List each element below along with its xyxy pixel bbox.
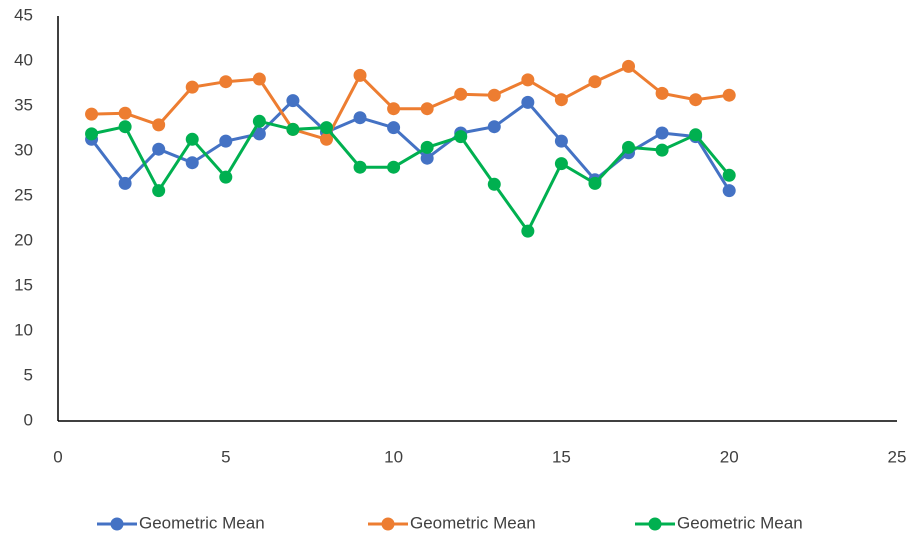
series-line (91, 64, 730, 142)
y-tick-label: 15 (14, 275, 33, 294)
x-tick-label: 10 (384, 447, 403, 466)
point (118, 120, 132, 134)
point (454, 130, 468, 144)
point (655, 143, 669, 157)
point (118, 106, 132, 120)
point (588, 75, 602, 89)
point (252, 72, 266, 86)
point (152, 184, 166, 198)
y-tick-label: 10 (14, 320, 33, 339)
legend-marker (381, 517, 395, 531)
point (689, 93, 703, 107)
point (85, 127, 99, 141)
point (722, 184, 736, 198)
point (286, 122, 300, 136)
point (185, 156, 199, 170)
point (588, 176, 602, 190)
point (319, 121, 333, 135)
y-tick-label: 0 (24, 410, 33, 429)
point (219, 134, 233, 148)
x-tick-label: 0 (53, 447, 62, 466)
point (252, 127, 266, 141)
point (219, 75, 233, 89)
series-line (90, 98, 731, 192)
point (252, 114, 266, 128)
point (554, 134, 568, 148)
point (487, 88, 501, 102)
point (185, 80, 199, 94)
point (387, 102, 401, 116)
y-tick-label: 45 (14, 5, 33, 24)
point (554, 157, 568, 171)
point (420, 151, 434, 165)
legend-marker (648, 517, 662, 531)
point (622, 140, 636, 154)
point (85, 107, 99, 121)
y-tick-label: 20 (14, 230, 33, 249)
point (219, 170, 233, 184)
x-tick-label: 20 (720, 447, 739, 466)
point (420, 102, 434, 116)
point (521, 95, 535, 109)
legend-label: Geometric Mean (410, 513, 536, 532)
point (689, 128, 703, 142)
point (152, 118, 166, 132)
point (387, 121, 401, 135)
point (286, 94, 300, 108)
point (420, 140, 434, 154)
point (353, 160, 367, 174)
point (118, 176, 132, 190)
series-line (91, 119, 731, 234)
point (387, 160, 401, 174)
x-tick-label: 5 (221, 447, 230, 466)
y-tick-label: 5 (24, 365, 33, 384)
point (655, 126, 669, 140)
point (353, 68, 367, 82)
point (622, 59, 636, 73)
y-tick-label: 40 (14, 50, 33, 69)
point (454, 87, 468, 101)
y-tick-label: 25 (14, 185, 33, 204)
point (554, 93, 568, 107)
point (521, 73, 535, 87)
point (152, 142, 166, 156)
legend-marker (110, 517, 124, 531)
legend-label: Geometric Mean (139, 513, 265, 532)
y-tick-label: 35 (14, 95, 33, 114)
point (319, 132, 333, 146)
point (521, 224, 535, 238)
point (353, 111, 367, 125)
point (185, 132, 199, 146)
point (487, 120, 501, 134)
point (655, 86, 669, 100)
legend-label: Geometric Mean (677, 513, 803, 532)
point (487, 177, 501, 191)
x-tick-label: 25 (888, 447, 907, 466)
point (722, 88, 736, 102)
y-tick-label: 30 (14, 140, 33, 159)
point (722, 168, 736, 182)
x-tick-label: 15 (552, 447, 571, 466)
